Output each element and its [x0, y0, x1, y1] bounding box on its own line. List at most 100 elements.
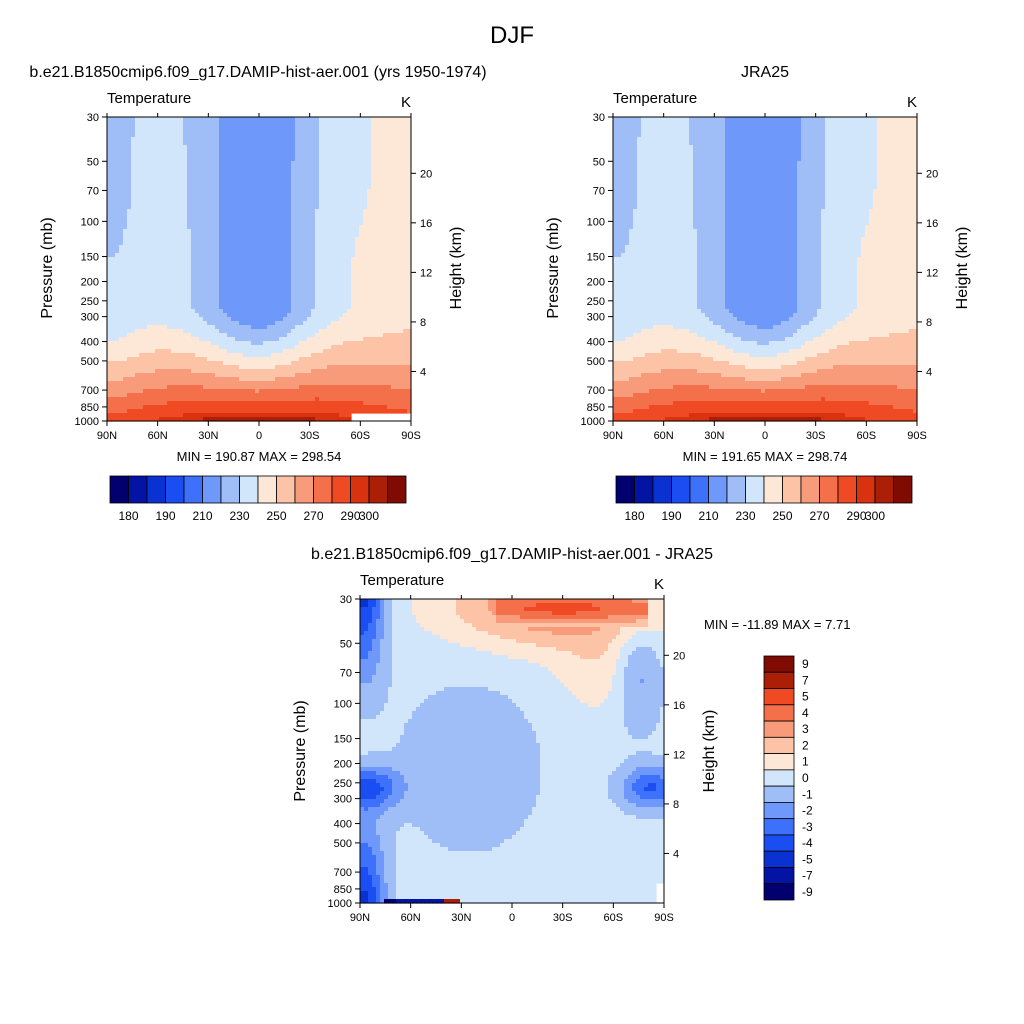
- heatmap-cell: [403, 281, 408, 286]
- heatmap-cell: [391, 273, 396, 278]
- heatmap-cell: [319, 309, 324, 314]
- heatmap-cell: [159, 369, 164, 374]
- heatmap-cell: [371, 185, 376, 190]
- heatmap-cell: [207, 365, 212, 370]
- heatmap-cell: [159, 169, 164, 174]
- heatmap-cell: [163, 373, 168, 378]
- heatmap-cell: [351, 153, 356, 158]
- heatmap-cell: [283, 249, 288, 254]
- heatmap-cell: [355, 173, 360, 178]
- heatmap-cell: [219, 261, 224, 266]
- heatmap-cell: [255, 165, 260, 170]
- heatmap-cell: [351, 213, 356, 218]
- heatmap-cell: [327, 357, 332, 362]
- heatmap-cell: [263, 265, 268, 270]
- heatmap-cell: [303, 281, 308, 286]
- heatmap-cell: [191, 137, 196, 142]
- heatmap-cell: [315, 361, 320, 366]
- heatmap-cell: [195, 165, 200, 170]
- heatmap-cell: [375, 257, 380, 262]
- heatmap-cell: [307, 125, 312, 130]
- heatmap-cell: [123, 269, 128, 274]
- heatmap-cell: [167, 241, 172, 246]
- heatmap-cell: [343, 269, 348, 274]
- heatmap-cell: [295, 229, 300, 234]
- heatmap-cell: [399, 173, 404, 178]
- heatmap-cell: [159, 225, 164, 230]
- heatmap-cell: [215, 169, 220, 174]
- heatmap-cell: [195, 265, 200, 270]
- heatmap-cell: [155, 293, 160, 298]
- heatmap-cell: [179, 125, 184, 130]
- heatmap-cell: [403, 245, 408, 250]
- heatmap-cell: [227, 257, 232, 262]
- heatmap-cell: [231, 157, 236, 162]
- heatmap-cell: [347, 197, 352, 202]
- heatmap-cell: [395, 357, 400, 362]
- heatmap-cell: [355, 153, 360, 158]
- heatmap-cell: [355, 345, 360, 350]
- heatmap-cell: [391, 365, 396, 370]
- heatmap-cell: [403, 345, 408, 350]
- heatmap-cell: [107, 301, 112, 306]
- heatmap-cell: [371, 169, 376, 174]
- heatmap-cell: [135, 185, 140, 190]
- heatmap-cell: [363, 261, 368, 266]
- heatmap-cell: [395, 281, 400, 286]
- heatmap-cell: [359, 305, 364, 310]
- heatmap-cell: [383, 193, 388, 198]
- heatmap-cell: [175, 253, 180, 258]
- heatmap-cell: [163, 145, 168, 150]
- heatmap-cell: [271, 341, 276, 346]
- heatmap-cell: [375, 153, 380, 158]
- heatmap-cell: [387, 357, 392, 362]
- heatmap-cell: [359, 365, 364, 370]
- heatmap-cell: [295, 337, 300, 342]
- heatmap-cell: [171, 225, 176, 230]
- heatmap-cell: [187, 349, 192, 354]
- heatmap-cell: [235, 193, 240, 198]
- heatmap-cell: [335, 265, 340, 270]
- heatmap-cell: [311, 317, 316, 322]
- heatmap-cell: [203, 369, 208, 374]
- heatmap-cell: [239, 369, 244, 374]
- heatmap-cell: [391, 193, 396, 198]
- heatmap-cell: [127, 321, 132, 326]
- heatmap-cell: [291, 333, 296, 338]
- heatmap-cell: [375, 129, 380, 134]
- heatmap-cell: [207, 341, 212, 346]
- heatmap-cell: [319, 365, 324, 370]
- heatmap-cell: [131, 269, 136, 274]
- heatmap-cell: [111, 209, 116, 214]
- heatmap-cell: [299, 373, 304, 378]
- heatmap-cell: [143, 317, 148, 322]
- heatmap-cell: [147, 125, 152, 130]
- heatmap-cell: [183, 165, 188, 170]
- heatmap-cell: [135, 141, 140, 146]
- heatmap-cell: [303, 341, 308, 346]
- heatmap-cell: [371, 253, 376, 258]
- heatmap-cell: [331, 197, 336, 202]
- heatmap-cell: [183, 313, 188, 318]
- heatmap-cell: [203, 185, 208, 190]
- heatmap-cell: [395, 269, 400, 274]
- heatmap-cell: [195, 297, 200, 302]
- heatmap-cell: [159, 309, 164, 314]
- heatmap-cell: [379, 137, 384, 142]
- heatmap-cell: [123, 369, 128, 374]
- heatmap-cell: [147, 241, 152, 246]
- heatmap-cell: [123, 141, 128, 146]
- heatmap-cell: [199, 261, 204, 266]
- heatmap-cell: [331, 373, 336, 378]
- heatmap-cell: [107, 133, 112, 138]
- heatmap-cell: [319, 257, 324, 262]
- heatmap-cell: [287, 373, 292, 378]
- heatmap-cell: [295, 157, 300, 162]
- heatmap-cell: [139, 313, 144, 318]
- heatmap-cell: [175, 317, 180, 322]
- heatmap-cell: [363, 349, 368, 354]
- heatmap-cell: [111, 117, 116, 122]
- heatmap-cell: [347, 221, 352, 226]
- heatmap-cell: [287, 209, 292, 214]
- heatmap-cell: [315, 189, 320, 194]
